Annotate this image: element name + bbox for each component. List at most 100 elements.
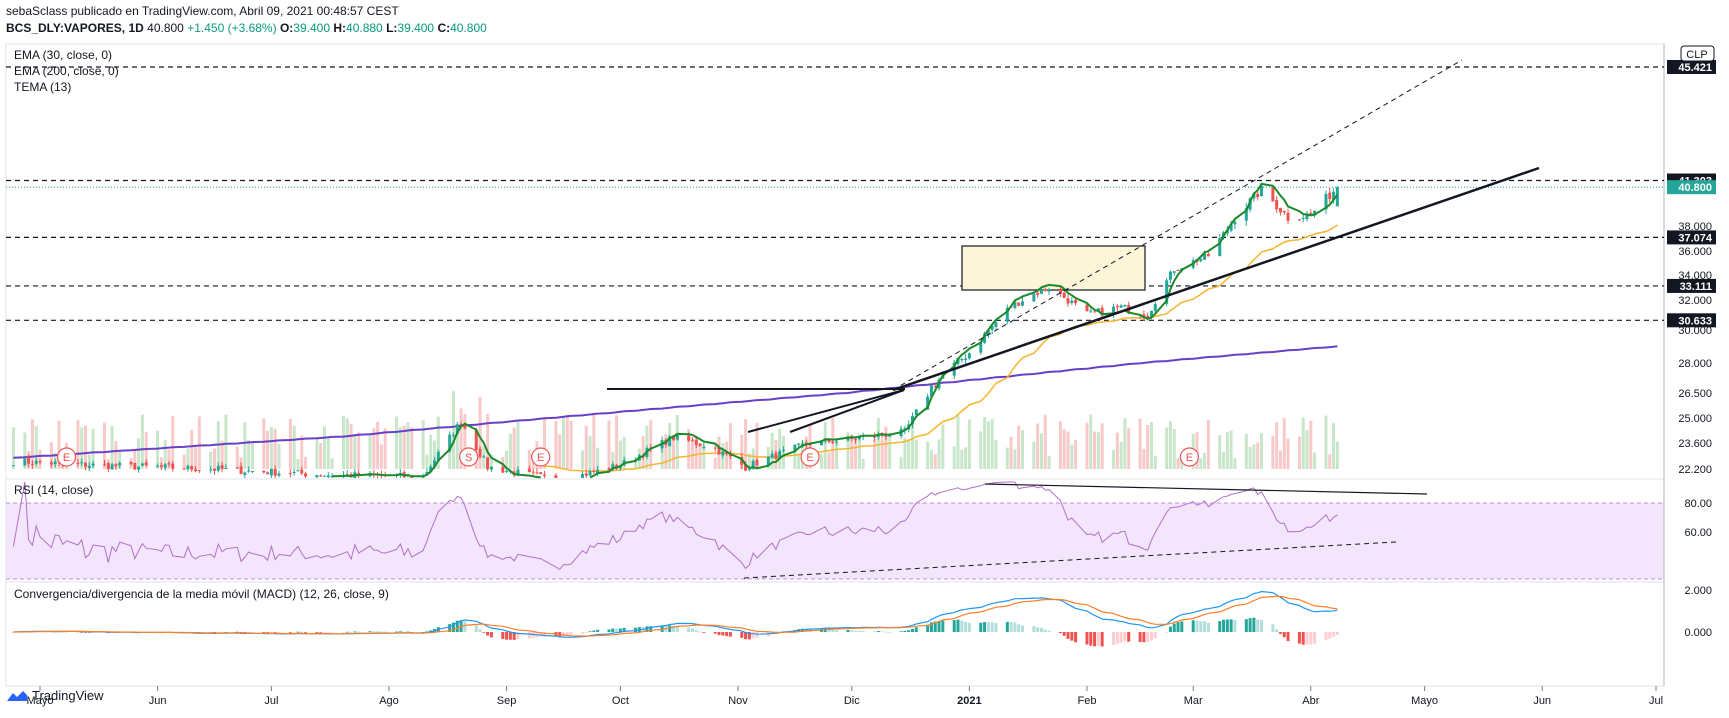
candle-body: [501, 467, 505, 473]
rsi-tick-label: 80.00: [1684, 498, 1712, 510]
volume-bar: [933, 454, 937, 469]
rsi-title[interactable]: RSI (14, close): [14, 483, 93, 497]
earnings-marker[interactable]: [531, 447, 551, 467]
macd-histogram-bar: [1335, 632, 1339, 635]
volume-bar: [156, 430, 160, 469]
macd-histogram-bar: [372, 631, 376, 633]
candle-body: [1297, 219, 1301, 221]
volume-bar: [292, 426, 296, 469]
legend-ema30[interactable]: EMA (30, close, 0): [14, 48, 112, 62]
volume-bar: [87, 454, 91, 469]
y-tick-label: 26.500: [1678, 388, 1712, 400]
macd-histogram-bar: [266, 632, 270, 633]
macd-histogram-bar: [596, 629, 600, 632]
macd-histogram-bar: [1036, 627, 1040, 632]
macd-title[interactable]: Convergencia/divergencia de la media móv…: [14, 587, 389, 601]
macd-histogram-bar: [660, 625, 664, 632]
rsi-resistance-line[interactable]: [984, 483, 1428, 495]
candle-body: [854, 439, 858, 441]
volume-bar: [964, 447, 968, 469]
candle-body: [516, 469, 520, 475]
earnings-marker-label: S: [465, 452, 472, 464]
low-label: L:: [386, 21, 398, 35]
tradingview-brand[interactable]: TradingView: [6, 688, 104, 703]
price-pane[interactable]: [5, 43, 1665, 480]
volume-bar: [110, 426, 114, 469]
candle-body: [1062, 292, 1066, 298]
tradingview-logo-icon: [7, 690, 27, 701]
volume-bar: [1100, 423, 1104, 469]
macd-histogram-bar: [1074, 632, 1078, 643]
volume-bar: [827, 452, 831, 469]
legend-ema200[interactable]: EMA (200, close, 0): [14, 64, 119, 78]
macd-histogram-bar: [979, 622, 983, 632]
candle-body: [459, 424, 463, 426]
price-axis: 22.200 23.600 25.000 26.500 28.000 30.000 32.0…: [1667, 60, 1716, 476]
volume-bar: [1259, 433, 1263, 469]
candle-body: [1058, 288, 1062, 294]
candle-body: [304, 473, 308, 477]
earnings-marker[interactable]: [459, 447, 479, 467]
macd-histogram-bar: [884, 631, 888, 633]
candle-body: [702, 447, 706, 449]
candle-body: [11, 465, 15, 467]
symbol-name[interactable]: BCS_DLY:VAPORES, 1D: [6, 21, 144, 35]
volume-bar: [76, 419, 80, 469]
volume-bar: [80, 427, 84, 469]
candle-body: [273, 469, 277, 476]
legend-tema[interactable]: TEMA (13): [14, 80, 71, 94]
main-trendline[interactable]: [892, 166, 1540, 392]
trendline-short-2[interactable]: [789, 389, 905, 433]
publication-info: sebaSclass publicado en TradingView.com,…: [6, 4, 399, 18]
candle-body: [929, 385, 933, 397]
candle-body: [1112, 306, 1116, 315]
volume-bar: [952, 446, 956, 469]
macd-histogram-bar: [220, 632, 224, 633]
volume-bar: [102, 422, 106, 469]
volume-bar: [1013, 449, 1017, 469]
y-tick-label: 36.000: [1678, 246, 1712, 258]
volume-bar: [1123, 418, 1127, 469]
candle-body: [1165, 280, 1169, 304]
volume-bar: [1058, 421, 1062, 469]
rsi-support-line[interactable]: [743, 541, 1397, 579]
x-tick-label: Mar: [1184, 695, 1203, 707]
volume-bar: [23, 432, 27, 469]
volume-bar: [698, 443, 702, 469]
x-tick-label: Nov: [728, 695, 748, 707]
volume-bar: [34, 426, 38, 469]
candle-body: [1149, 310, 1153, 318]
candle-body: [330, 476, 334, 478]
candle-body: [675, 434, 679, 440]
price-line-label: 37.074: [1678, 232, 1713, 244]
consolidation-box[interactable]: [961, 245, 1146, 291]
volume-bar: [687, 429, 691, 469]
earnings-marker[interactable]: [1179, 447, 1200, 467]
macd-histogram-bar: [1256, 619, 1260, 632]
volume-bar: [91, 428, 95, 469]
macd-histogram-bar: [740, 632, 744, 638]
volume-bar: [1244, 433, 1248, 469]
earnings-marker[interactable]: [56, 447, 77, 467]
trendline-short-1[interactable]: [747, 389, 905, 433]
chart-canvas[interactable]: E S E E E 22.200 23.600 25.000 26.500 28.000 30.0…: [0, 38, 1729, 718]
volume-bar: [133, 448, 137, 469]
earnings-marker[interactable]: [800, 447, 820, 467]
dashed-trendline[interactable]: [892, 59, 1463, 391]
candle-body: [212, 468, 216, 471]
volume-bar: [1229, 430, 1233, 469]
macd-histogram-bar: [326, 632, 330, 633]
macd-histogram-bar: [1297, 632, 1301, 644]
volume-bar: [1138, 418, 1142, 469]
rsi-axis: 60.00 80.00: [1684, 498, 1712, 539]
last-price-label: 40.800: [1678, 182, 1712, 194]
macd-histogram-bar: [668, 625, 672, 632]
macd-histogram-bar: [508, 632, 512, 640]
candle-body: [910, 416, 914, 425]
rsi-tick-label: 60.00: [1684, 527, 1712, 539]
volume-bar: [994, 440, 998, 469]
candle-body: [926, 396, 930, 410]
volume-bar: [319, 443, 323, 469]
candle-body: [1036, 293, 1040, 295]
